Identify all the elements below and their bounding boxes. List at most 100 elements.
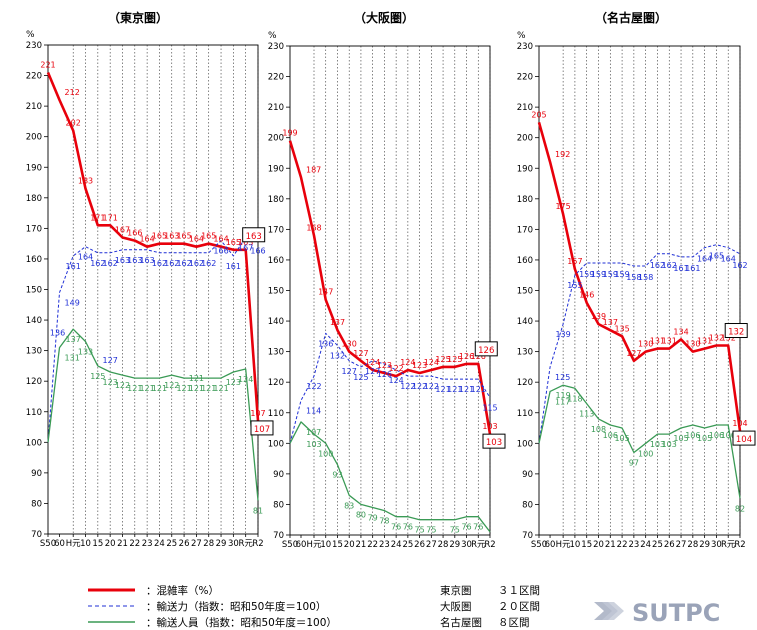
boxed-label-frame (242, 227, 266, 243)
chart-title: （名古屋圏） (595, 10, 667, 25)
data-label-passengers: 83 (344, 501, 354, 510)
x-tick-label: 28 (203, 539, 214, 549)
data-label-passengers: 118 (567, 394, 582, 403)
y-tick-label: 120 (26, 377, 42, 387)
y-tick-label: 230 (517, 42, 533, 52)
y-tick-label: 100 (26, 438, 42, 448)
data-label-passengers: 93 (332, 471, 342, 480)
y-tick-label: 110 (517, 409, 533, 419)
data-label-passengers: 76 (391, 523, 401, 532)
data-label-congestion: 165 (226, 238, 241, 247)
y-tick-label: 110 (268, 409, 284, 419)
data-label-capacity: 124 (388, 376, 403, 385)
data-label-passengers: 122 (115, 381, 130, 390)
data-label-passengers: 121 (213, 384, 228, 393)
data-label-capacity: 132 (330, 352, 345, 361)
y-tick-label: 200 (268, 134, 284, 144)
y-tick-label: 210 (26, 102, 42, 112)
data-label-capacity: 164 (697, 255, 712, 264)
x-tick-label: 23 (142, 539, 153, 549)
y-tick-label: 160 (268, 256, 284, 266)
x-tick-label: 15 (92, 539, 103, 549)
data-label-passengers: 76 (473, 523, 483, 532)
x-tick-label: H元 (307, 540, 322, 550)
y-tick-label: 140 (26, 316, 42, 326)
section-count-nagoya: ８区間 (498, 617, 530, 629)
data-label-passengers: 76 (461, 523, 471, 532)
data-label-passengers: 78 (379, 517, 389, 526)
boxed-label: 104 (736, 435, 752, 445)
legend-congestion-label: ：混雑率（%） (146, 584, 219, 597)
data-label-extra: 127 (103, 356, 118, 365)
x-tick-label: 22 (367, 540, 378, 550)
data-label-passengers: 122 (164, 381, 179, 390)
x-tick-label: 24 (154, 539, 165, 549)
x-tick-label: R元 (471, 540, 486, 550)
data-label-congestion: 123 (412, 361, 427, 370)
x-tick-label: H元 (66, 539, 81, 549)
y-tick-label: 220 (268, 73, 284, 83)
data-label-capacity: 122 (306, 382, 321, 391)
data-label-congestion: 122 (388, 364, 403, 373)
boxed-label: 107 (254, 425, 270, 435)
x-tick-label: 24 (640, 540, 651, 550)
data-label-capacity: 126 (377, 370, 392, 379)
data-label-congestion: 192 (555, 150, 570, 159)
x-tick-label: 15 (581, 540, 592, 550)
data-label-congestion: 205 (531, 110, 546, 119)
data-label-congestion: 171 (90, 213, 105, 222)
y-tick-label: 120 (268, 378, 284, 388)
y-tick-label: 90 (31, 469, 42, 479)
data-label-capacity: 122 (400, 382, 415, 391)
x-tick-label: 26 (179, 539, 190, 549)
data-label-congestion: 127 (353, 349, 368, 358)
data-label-capacity: 166 (250, 247, 265, 256)
data-label-passengers: 105 (614, 434, 629, 443)
data-label-capacity: 163 (139, 256, 154, 265)
data-label-passengers: 82 (735, 504, 745, 513)
y-tick-label: 230 (268, 42, 284, 52)
y-tick-label: 180 (26, 194, 42, 204)
data-label-capacity: 121 (447, 385, 462, 394)
x-tick-label: 30 (711, 540, 722, 550)
x-tick-label: R2 (484, 540, 495, 550)
data-label-capacity: 162 (189, 259, 204, 268)
x-tick-label: 20 (105, 539, 116, 549)
data-label-congestion: 124 (424, 358, 439, 367)
data-label-passengers: 75 (415, 526, 425, 535)
x-tick-label: 20 (593, 540, 604, 550)
y-tick-label: 170 (268, 225, 284, 235)
data-label-passengers: 117 (555, 397, 570, 406)
data-label-passengers: 125 (90, 372, 105, 381)
y-tick-label: 130 (517, 348, 533, 358)
x-tick-label: 20 (344, 540, 355, 550)
data-label-capacity: 158 (626, 273, 641, 282)
data-label-congestion: 125 (447, 355, 462, 364)
x-tick-label: 28 (438, 540, 449, 550)
y-tick-label: 200 (517, 134, 533, 144)
x-tick-label: 29 (449, 540, 460, 550)
data-label-congestion: 127 (626, 349, 641, 358)
x-tick-label: 23 (379, 540, 390, 550)
data-label-congestion: 199 (282, 129, 297, 138)
y-tick-label: 180 (268, 195, 284, 205)
data-label-capacity: 159 (579, 270, 594, 279)
data-label-capacity: 121 (459, 385, 474, 394)
x-tick-label: 26 (664, 540, 675, 550)
data-label-passengers: 106 (685, 431, 700, 440)
y-tick-label: 70 (273, 531, 284, 541)
x-tick-label: R元 (238, 539, 253, 549)
data-label-extra: 121 (189, 374, 204, 383)
x-tick-label: 10 (80, 539, 91, 549)
data-label-passengers: 75 (450, 526, 460, 535)
data-label-congestion: 130 (685, 340, 700, 349)
data-label-passengers: 100 (318, 449, 333, 458)
y-tick-label: 160 (26, 255, 42, 265)
data-label-congestion: 103 (482, 422, 497, 431)
x-tick-label: R2 (734, 540, 745, 550)
boxed-label: 103 (486, 438, 502, 448)
data-label-capacity: 162 (164, 259, 179, 268)
boxed-label: 126 (478, 346, 494, 356)
series-line-capacity (47, 237, 259, 443)
x-tick-label: R2 (252, 539, 263, 549)
